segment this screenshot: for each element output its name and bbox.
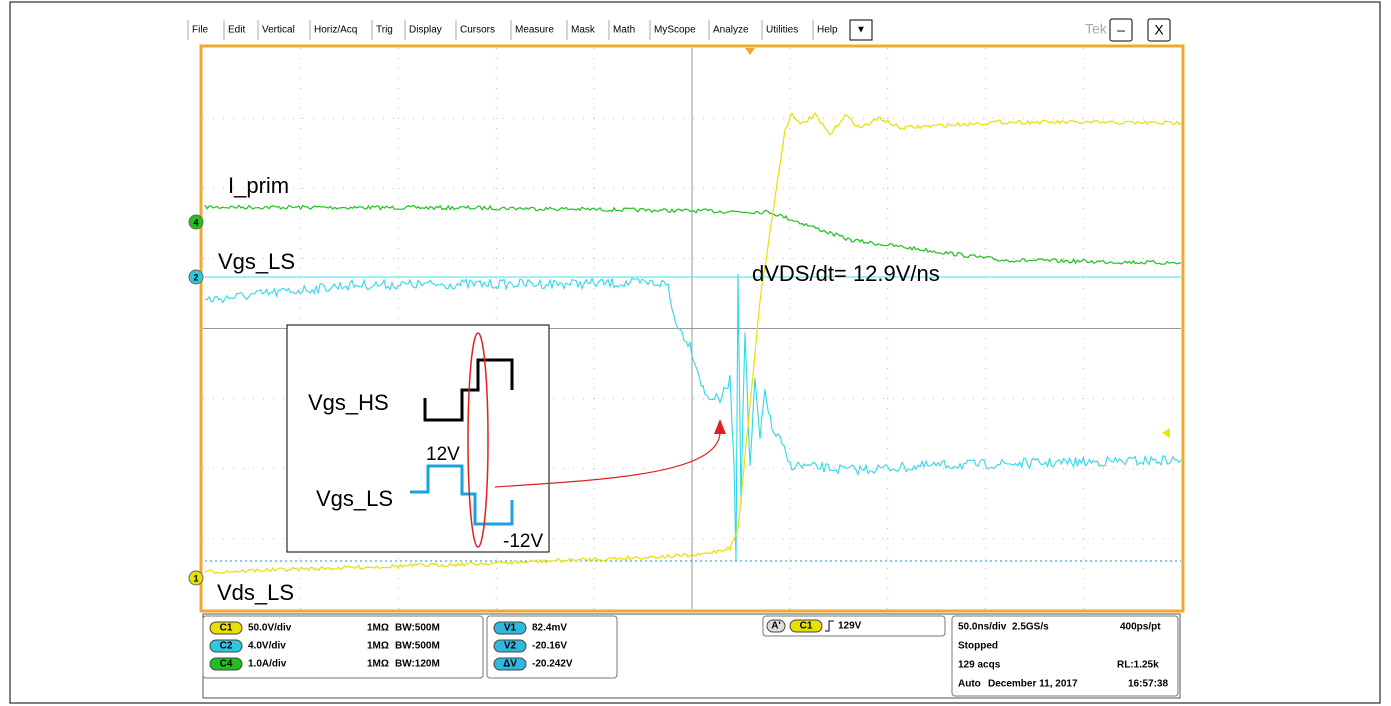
cursor-value: -20.242V (532, 659, 573, 670)
timebase: 50.0ns/div (958, 622, 1007, 633)
channel-bandwidth: BW:120M (395, 659, 440, 670)
menu-item[interactable]: Measure (515, 25, 554, 36)
menu-item[interactable]: Cursors (460, 25, 495, 36)
menu-item[interactable]: Display (409, 25, 442, 36)
badge-label: C1 (800, 621, 813, 632)
timebase: 129 acqs (958, 660, 1001, 671)
badge-label: C4 (220, 659, 233, 670)
channel-marker-label: 4 (193, 217, 198, 227)
channel-scale: 4.0V/div (248, 641, 286, 652)
trigger-box (762, 615, 946, 637)
menu-item[interactable]: ▼ (856, 25, 866, 36)
highlight-ellipse (467, 332, 489, 548)
badge-label: C2 (220, 641, 233, 652)
inset-label: Vgs_LS (316, 486, 393, 511)
inset-ls-wave (410, 464, 514, 526)
window-button-label: X (1154, 22, 1164, 38)
arrow-line (494, 431, 721, 488)
window-button[interactable] (1147, 18, 1171, 42)
channel-bandwidth: BW:500M (395, 641, 440, 652)
ch1-wave (204, 112, 1182, 575)
status-panel (202, 613, 1181, 699)
menu-item[interactable]: MyScope (654, 25, 696, 36)
channel-impedance: 1MΩ (367, 623, 389, 634)
channel-impedance: 1MΩ (367, 659, 389, 670)
trigger-level (1162, 428, 1170, 438)
trigger-level-value: 129V (838, 621, 862, 632)
timebase: 400ps/pt (1120, 622, 1161, 633)
window-button-label: – (1117, 22, 1125, 38)
badge (209, 639, 243, 653)
menu-item[interactable]: Edit (228, 25, 245, 36)
inset-hs-wave (423, 358, 514, 422)
badge-label: ΔV (503, 659, 517, 670)
annotation: Vgs_LS (218, 249, 295, 274)
window-button[interactable] (1109, 18, 1133, 42)
badge (209, 657, 243, 671)
menu-dropdown (849, 19, 873, 41)
inset-label: -12V (503, 531, 543, 552)
annotation: dVDS/dt= 12.9V/ns (752, 261, 940, 286)
badge (766, 619, 786, 633)
menu-item[interactable]: Help (817, 25, 838, 36)
timebase: 2.5GS/s (1012, 622, 1049, 633)
channel-box (202, 615, 484, 679)
badge (493, 621, 527, 635)
timebase: RL:1.25k (1117, 660, 1159, 671)
badge-label: C1 (220, 623, 233, 634)
brand: Tek (1085, 21, 1108, 37)
channel-marker-label: 2 (193, 272, 198, 282)
timebase: Auto (958, 679, 981, 690)
badge (493, 657, 527, 671)
trigger-slope (825, 620, 834, 632)
menu-item[interactable]: Horiz/Acq (314, 25, 357, 36)
trigger-position (745, 48, 755, 55)
timebase: 16:57:38 (1128, 679, 1168, 690)
cursor-value: 82.4mV (532, 623, 567, 634)
channel-scale: 50.0V/div (248, 623, 292, 634)
badge (209, 621, 243, 635)
cursor-value: -20.16V (532, 641, 567, 652)
badge-label: A' (771, 621, 781, 632)
arrow-head (714, 419, 726, 434)
menu-item[interactable]: Vertical (262, 25, 295, 36)
menu-item[interactable]: Mask (571, 25, 596, 36)
badge (493, 639, 527, 653)
channel-impedance: 1MΩ (367, 641, 389, 652)
annotation: I_prim (228, 173, 289, 198)
inset-label: 12V (426, 444, 460, 465)
channel-marker-label: 1 (193, 573, 198, 583)
menu-item[interactable]: Utilities (766, 25, 798, 36)
channel-bandwidth: BW:500M (395, 623, 440, 634)
menu-item[interactable]: File (192, 25, 209, 36)
badge-label: V1 (504, 623, 517, 634)
annotation: Vds_LS (217, 580, 294, 605)
menu-item[interactable]: Math (613, 25, 635, 36)
menu-item[interactable]: Analyze (713, 25, 749, 36)
waveforms (204, 112, 1182, 575)
badge (789, 619, 823, 633)
timebase: Stopped (958, 641, 998, 652)
timebase-box (951, 615, 1179, 697)
channel-scale: 1.0A/div (248, 659, 287, 670)
ch2-wave (204, 273, 1182, 561)
inset-label: Vgs_HS (308, 390, 389, 415)
channel-marker (188, 214, 204, 230)
channel-marker (188, 269, 204, 285)
badge-label: V2 (504, 641, 517, 652)
ch4-wave (204, 204, 1181, 265)
channel-marker (188, 570, 204, 586)
timebase: December 11, 2017 (988, 679, 1078, 690)
inset (286, 324, 550, 553)
cursor-box (486, 615, 618, 679)
menu-item[interactable]: Trig (376, 25, 393, 36)
